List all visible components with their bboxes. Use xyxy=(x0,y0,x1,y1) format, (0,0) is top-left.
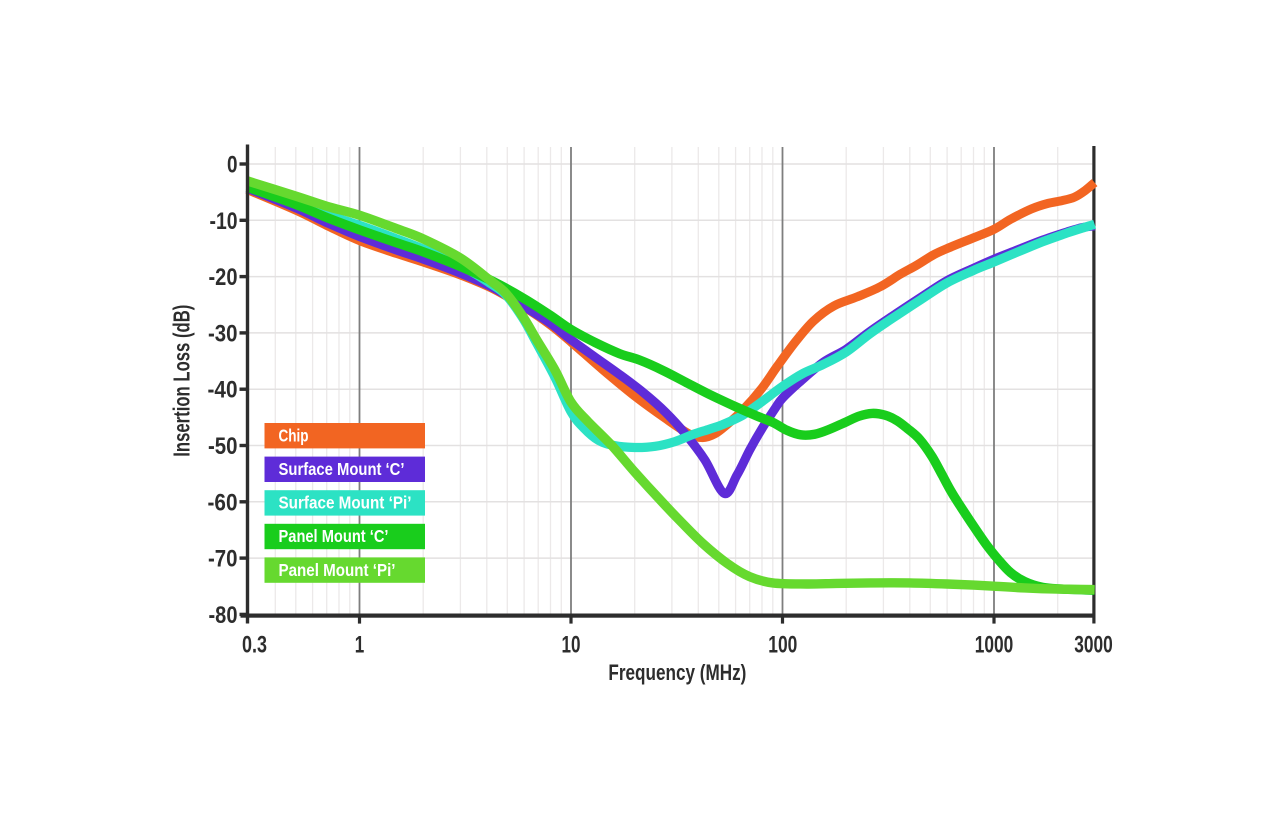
svg-text:Panel Mount ‘Pi’: Panel Mount ‘Pi’ xyxy=(279,560,396,580)
svg-text:0: 0 xyxy=(227,152,238,179)
svg-text:Surface Mount ‘C’: Surface Mount ‘C’ xyxy=(279,459,405,479)
svg-text:-10: -10 xyxy=(210,208,238,235)
svg-text:-30: -30 xyxy=(208,320,238,347)
svg-text:-60: -60 xyxy=(208,489,238,516)
svg-text:Insertion Loss (dB): Insertion Loss (dB) xyxy=(169,305,195,457)
svg-text:Panel Mount ‘C’: Panel Mount ‘C’ xyxy=(279,526,389,546)
svg-text:100: 100 xyxy=(768,632,797,659)
svg-text:Surface Mount ‘Pi’: Surface Mount ‘Pi’ xyxy=(279,493,412,513)
svg-text:Frequency (MHz): Frequency (MHz) xyxy=(608,660,746,685)
svg-text:-70: -70 xyxy=(208,546,238,573)
svg-text:-20: -20 xyxy=(209,264,238,291)
svg-text:-50: -50 xyxy=(208,433,238,460)
svg-text:Chip: Chip xyxy=(279,425,309,445)
svg-text:1: 1 xyxy=(355,632,365,659)
svg-text:3000: 3000 xyxy=(1074,632,1113,659)
svg-text:-40: -40 xyxy=(208,377,238,404)
svg-text:0.3: 0.3 xyxy=(242,632,267,659)
svg-text:-80: -80 xyxy=(209,602,238,629)
svg-text:10: 10 xyxy=(562,632,581,659)
svg-text:1000: 1000 xyxy=(975,632,1014,659)
